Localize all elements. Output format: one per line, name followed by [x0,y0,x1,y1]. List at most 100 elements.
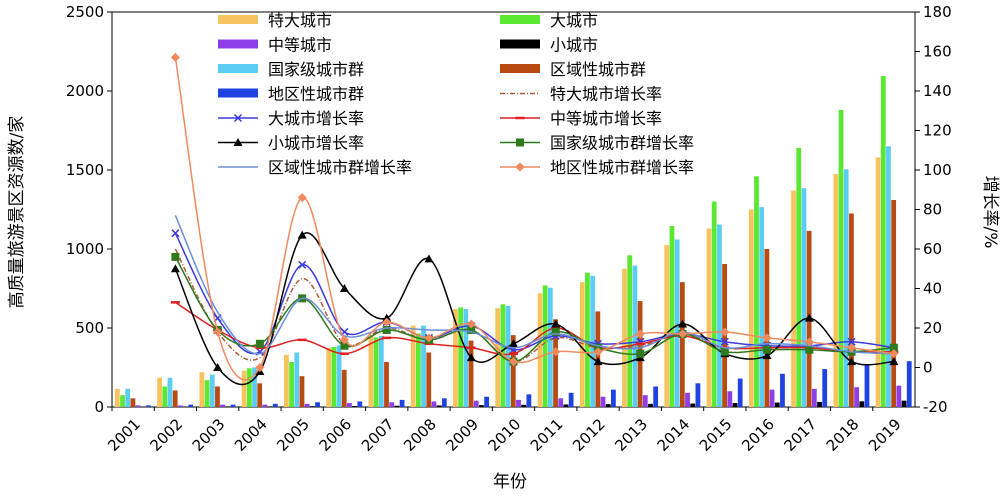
left-tick-label: 500 [75,319,104,337]
bar-4-2004 [257,383,262,407]
x-tick-label: 2012 [569,415,609,455]
bar-6-2008 [437,405,442,407]
bar-2-2005 [289,362,294,407]
line-series-6 [175,215,893,353]
point-5-2004 [256,340,264,348]
legend-label: 特大城市 [268,11,332,30]
bar-7-2004 [273,404,278,407]
bar-2-2015 [712,202,717,407]
right-tick-label: 180 [923,3,952,21]
x-tick-label: 2018 [823,415,863,455]
bar-7-2014 [696,383,701,407]
bar-3-2001 [125,389,130,407]
bar-5-2005 [305,404,310,407]
x-tick-label: 2002 [146,415,186,455]
legend-label: 特大城市增长率 [550,85,662,104]
bar-7-2016 [780,374,785,407]
bar-6-2018 [859,401,864,407]
legend-swatch [218,89,258,98]
x-axis-title: 年份 [493,472,527,492]
x-tick-label: 2001 [104,415,144,455]
bar-1-2002 [157,378,162,407]
point-5-2002 [171,253,179,261]
bar-7-2009 [484,397,489,407]
bar-7-2001 [146,405,151,407]
bar-1-2014 [664,245,669,407]
bar-5-2009 [474,401,479,407]
bar-5-2007 [389,402,394,407]
bar-4-2019 [891,200,896,407]
bar-1-2004 [242,371,247,407]
bar-5-2001 [136,405,141,407]
bar-3-2015 [717,225,722,407]
bar-5-2006 [347,403,352,407]
bar-4-2008 [426,352,431,407]
x-tick-label: 2004 [231,415,271,455]
bar-6-2007 [395,406,400,407]
right-tick-label: 20 [923,319,942,337]
bar-1-2013 [622,269,627,407]
bar-3-2018 [844,169,849,407]
bar-5-2003 [220,405,225,407]
left-tick-label: 2500 [66,3,104,21]
bar-2-2003 [205,380,210,407]
bar-5-2012 [601,397,606,407]
bar-3-2019 [886,146,891,407]
bar-5-2010 [516,400,521,407]
bar-6-2004 [268,406,273,407]
bar-1-2005 [284,355,289,407]
bar-1-2015 [707,228,712,407]
bar-4-2018 [849,213,854,407]
bar-6-2012 [606,404,611,407]
right-tick-label: 120 [923,122,952,140]
point-7-2002 [171,53,180,62]
bar-2-2012 [585,273,590,407]
point-5-2017 [805,346,813,354]
legend-swatch [500,15,540,24]
x-tick-label: 2016 [738,415,778,455]
bar-5-2008 [432,401,437,407]
bar-7-2015 [738,379,743,407]
bar-6-2010 [521,405,526,407]
point-4-2002 [171,264,180,272]
bar-3-2017 [802,188,807,407]
x-tick-label: 2013 [611,415,651,455]
bar-1-2001 [115,389,120,407]
left-tick-label: 2000 [66,82,104,100]
legend-label: 地区性城市群增长率 [550,158,694,177]
bar-2-2017 [796,148,801,407]
bar-5-2015 [727,391,732,407]
bar-7-2007 [400,400,405,407]
bar-2-2004 [247,368,252,407]
bar-1-2011 [538,293,543,407]
bar-2-2018 [839,110,844,407]
bar-1-2007 [369,336,374,407]
legend-swatch [218,40,258,49]
bar-7-2011 [569,393,574,407]
legend-label: 中等城市 [268,36,332,55]
bar-5-2018 [854,387,859,407]
bar-2-2016 [754,176,759,407]
bar-7-2018 [865,364,870,407]
right-tick-label: 80 [923,201,942,219]
right-tick-label: 100 [923,161,952,179]
bar-1-2012 [580,282,585,407]
bar-2-2013 [627,255,632,407]
right-axis-title: 增长率/% [980,176,1000,249]
bar-2-2002 [162,386,167,407]
bar-3-2011 [548,288,553,407]
bar-2-2001 [120,395,125,407]
bar-4-2014 [680,282,685,407]
bar-5-2013 [643,395,648,407]
bar-6-2005 [310,406,315,407]
bar-7-2019 [907,361,912,407]
bar-7-2013 [653,386,658,407]
left-tick-label: 1500 [66,161,104,179]
legend-label: 地区性城市群 [268,85,364,104]
bar-6-2003 [225,406,230,407]
legend-label: 区域性城市群增长率 [268,158,412,177]
bar-2-2008 [416,334,421,407]
bar-7-2008 [442,398,447,407]
x-tick-label: 2014 [654,415,694,455]
legend-swatch [218,15,258,24]
